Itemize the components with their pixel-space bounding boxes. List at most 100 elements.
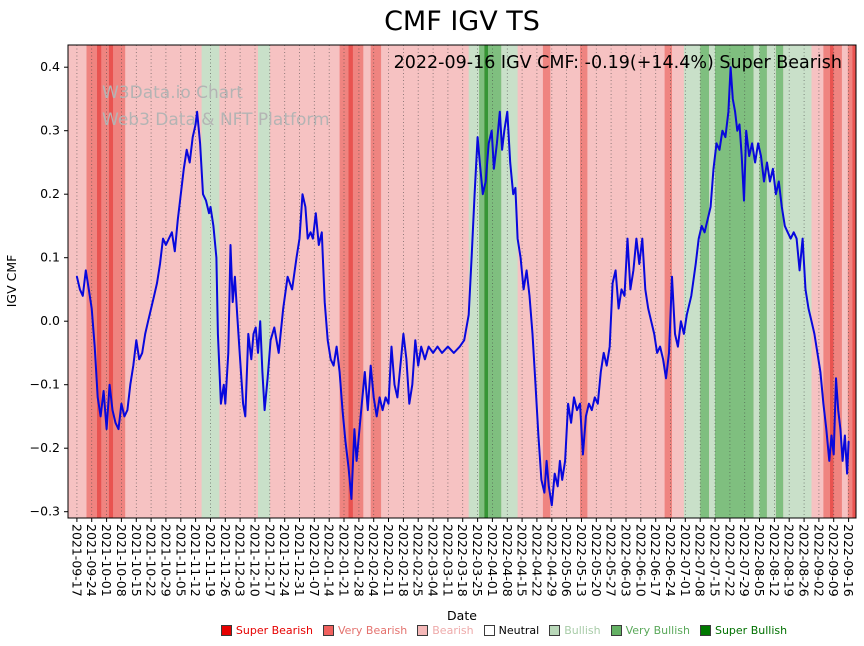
legend-item-bullish: Bullish [549, 623, 601, 637]
band-very_bullish [488, 45, 502, 518]
sentiment-legend: Super Bearish Very Bearish Bearish Neutral B… [150, 619, 858, 641]
legend-swatch-very-bearish [322, 624, 334, 636]
x-tick-label: 2022-02-04 [366, 524, 381, 597]
x-tick-label: 2021-10-08 [114, 524, 129, 597]
x-tick-label: 2021-11-19 [203, 524, 218, 597]
x-tick-label: 2022-07-22 [722, 524, 737, 597]
x-tick-label: 2021-11-05 [173, 524, 188, 597]
x-tick-label: 2022-08-19 [782, 524, 797, 597]
y-tick-label: −0.3 [30, 504, 60, 519]
band-super_bearish [108, 45, 114, 518]
legend-item-super-bullish: Super Bullish [699, 624, 787, 637]
x-tick-label: 2022-01-21 [337, 524, 352, 597]
band-very_bearish [847, 45, 853, 518]
x-tick-label: 2022-04-01 [485, 524, 500, 597]
legend-swatch-bearish [417, 624, 429, 636]
x-tick-label: 2022-01-28 [351, 524, 366, 597]
band-very_bearish [580, 45, 588, 518]
legend-label: Bearish [432, 623, 474, 637]
x-tick-label: 2022-01-07 [307, 524, 322, 597]
legend-label: Bullish [564, 623, 601, 637]
band-very_bullish [715, 45, 754, 518]
x-tick-label: 2021-12-17 [262, 524, 277, 597]
x-tick-label: 2022-07-29 [737, 524, 752, 597]
band-very_bearish [823, 45, 831, 518]
x-tick-label: 2021-12-10 [248, 524, 263, 597]
band-very_bullish [775, 45, 784, 518]
legend-swatch-super-bearish [220, 624, 232, 636]
band-very_bullish [479, 45, 485, 518]
legend-item-super-bearish: Super Bearish [220, 623, 313, 637]
x-tick-label: 2022-02-18 [396, 524, 411, 597]
x-tick-label: 2022-02-25 [411, 524, 426, 597]
band-very_bearish [370, 45, 382, 518]
x-tick-label: 2021-09-24 [84, 524, 99, 597]
y-tick-label: −0.2 [30, 440, 60, 455]
x-tick-label: 2021-11-26 [218, 524, 233, 597]
x-tick-label: 2022-01-14 [322, 524, 337, 597]
band-super_bullish [484, 45, 488, 518]
watermark: W3Data.io Chart Web3 Data & NFT Platform [102, 80, 330, 134]
watermark-line2: Web3 Data & NFT Platform [102, 110, 330, 131]
x-tick-label: 2022-05-27 [604, 524, 619, 597]
band-very_bearish [542, 45, 551, 518]
x-tick-label: 2021-12-24 [277, 524, 292, 597]
x-tick-label: 2022-09-02 [811, 524, 826, 597]
legend-swatch-bullish [549, 624, 561, 636]
y-axis-ticks: 0.4 0.3 0.2 0.1 0.0 −0.1 −0.2 −0.3 [30, 59, 68, 519]
x-tick-label: 2022-04-22 [529, 524, 544, 597]
band-bullish [753, 45, 760, 518]
x-tick-label: 2022-08-05 [752, 524, 767, 597]
x-tick-label: 2022-03-25 [470, 524, 485, 597]
y-axis-label: IGV CMF [4, 255, 19, 308]
x-tick-label: 2021-11-12 [188, 524, 203, 597]
legend-label: Very Bullish [625, 623, 690, 637]
y-tick-label: 0.4 [40, 59, 60, 74]
band-bullish [258, 45, 270, 518]
x-tick-label: 2022-05-13 [574, 524, 589, 597]
y-tick-label: 0.0 [40, 313, 60, 328]
legend-item-bearish: Bearish [417, 623, 474, 637]
bands-layer [68, 45, 856, 518]
legend-swatch-super-bullish [699, 624, 711, 636]
x-tick-label: 2022-05-06 [559, 524, 574, 597]
band-super_bearish [96, 45, 102, 518]
x-tick-label: 2022-06-17 [648, 524, 663, 597]
legend-label: Very Bearish [337, 623, 408, 637]
x-tick-label: 2022-09-09 [826, 524, 841, 597]
x-tick-label: 2022-04-15 [515, 524, 530, 597]
x-tick-label: 2022-08-26 [797, 524, 812, 597]
band-bullish [767, 45, 776, 518]
band-bullish [709, 45, 715, 518]
band-very_bearish [101, 45, 109, 518]
x-tick-label: 2022-04-29 [544, 524, 559, 597]
band-super_bearish [348, 45, 353, 518]
x-axis-ticks: 2021-09-17 2021-09-24 2021-10-01 2021-10-08… [69, 518, 856, 597]
band-very_bearish [352, 45, 364, 518]
x-tick-label: 2022-06-10 [633, 524, 648, 597]
band-very_bearish [339, 45, 349, 518]
legend-swatch-very-bullish [610, 624, 622, 636]
cmf-line [75, 66, 850, 507]
band-bullish [501, 45, 518, 518]
watermark-line1: W3Data.io Chart [102, 83, 243, 103]
y-tick-label: 0.2 [40, 186, 60, 201]
latest-value-annotation: 2022-09-16 IGV CMF: -0.19(+14.4%) Super … [393, 53, 842, 73]
band-very_bearish [833, 45, 842, 518]
band-very_bearish [86, 45, 97, 518]
band-very_bullish [700, 45, 710, 518]
band-bullish [201, 45, 220, 518]
band-very_bearish [664, 45, 672, 518]
legend-item-neutral: Neutral [483, 624, 539, 637]
x-tick-label: 2021-10-29 [158, 524, 173, 597]
x-tick-label: 2022-04-08 [500, 524, 515, 597]
x-tick-label: 2022-03-18 [455, 524, 470, 597]
plot-border [67, 44, 857, 519]
legend-label: Super Bearish [235, 623, 313, 637]
x-tick-label: 2022-07-08 [693, 524, 708, 597]
x-tick-label: 2021-12-03 [233, 524, 248, 597]
x-tick-label: 2022-02-11 [381, 524, 396, 597]
chart-title: CMF IGV TS [384, 6, 540, 37]
